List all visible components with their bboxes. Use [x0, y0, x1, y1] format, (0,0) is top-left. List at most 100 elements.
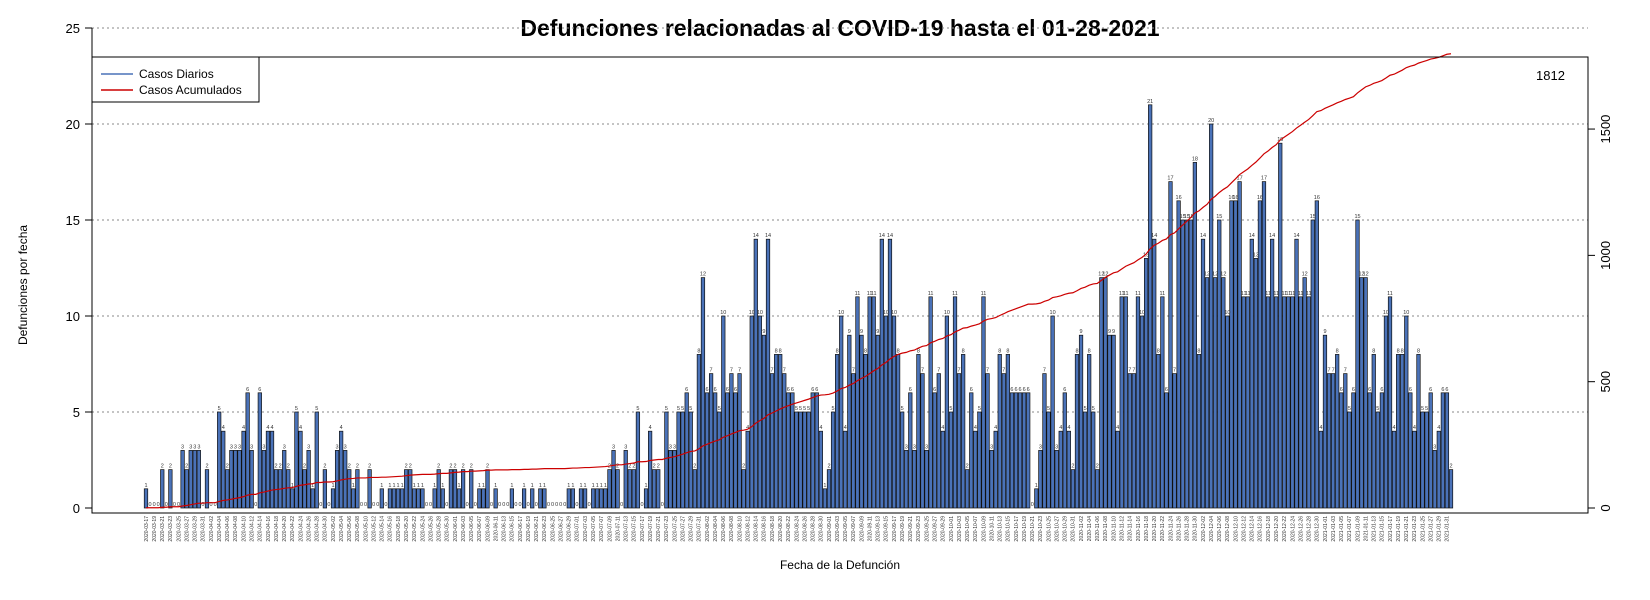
x-date-label: 2020-05-04 [339, 516, 345, 542]
bar-value-label: 7 [1328, 368, 1331, 374]
bar [1432, 450, 1437, 509]
bar [180, 450, 185, 509]
bar-value-label: 9 [1108, 329, 1111, 335]
x-date-label: 2020-10-27 [1054, 516, 1060, 542]
bar-value-label: 8 [836, 348, 839, 354]
bar [627, 469, 632, 509]
bar-value-label: 9 [1080, 329, 1083, 335]
bar [920, 373, 925, 509]
bar-value-label: 1 [482, 483, 485, 489]
bar [1229, 200, 1234, 509]
bar-value-label: 0 [425, 502, 428, 508]
x-axis-dates: 2020-03-17 2020-03-19 2020-03-21 2020-03-23… [144, 516, 1451, 542]
bar [1408, 392, 1413, 509]
bar-value-label: 7 [937, 368, 940, 374]
bar-value-label: 5 [795, 406, 798, 412]
x-date-label: 2020-08-08 [729, 516, 735, 542]
bar-value-label: 5 [1348, 406, 1351, 412]
x-date-label: 2020-07-13 [624, 516, 630, 542]
bar-value-label: 3 [1055, 444, 1058, 450]
bar [643, 488, 649, 509]
x-date-label: 2021-01-05 [1339, 516, 1345, 542]
bar-value-label: 5 [1376, 406, 1379, 412]
x-date-label: 2020-12-18 [1266, 516, 1272, 542]
bar [916, 354, 921, 509]
bar-value-label: 1 [567, 483, 570, 489]
bar [456, 488, 462, 509]
bar [391, 488, 397, 509]
bar [1314, 200, 1319, 509]
bar-value-label: 3 [1039, 444, 1042, 450]
bar [969, 392, 974, 509]
y-tick-label: 25 [66, 21, 80, 36]
bar-value-label: 16 [1232, 195, 1238, 201]
bar-value-label: 10 [749, 310, 755, 316]
bar [761, 334, 767, 509]
bar-value-label: 2 [453, 464, 456, 470]
bar [1176, 200, 1181, 509]
bar-value-label: 6 [970, 387, 973, 393]
x-date-label: 2020-03-29 [193, 516, 199, 542]
x-date-label: 2020-07-15 [632, 516, 638, 542]
bar-value-label: 8 [1157, 348, 1160, 354]
bar [509, 488, 514, 509]
bar [245, 392, 250, 509]
bar [1326, 373, 1332, 509]
bar [1095, 469, 1100, 509]
bar [570, 488, 575, 509]
x-date-label: 2020-09-11 [867, 516, 873, 541]
bar-value-label: 6 [1023, 387, 1026, 393]
x-date-label: 2020-10-25 [1046, 516, 1052, 542]
bar [924, 450, 929, 509]
bar [351, 488, 356, 509]
bar-value-label: 2 [275, 464, 278, 470]
bar [261, 450, 266, 509]
x-date-label: 2020-04-10 [241, 516, 247, 542]
bar-value-label: 10 [838, 310, 844, 316]
bar [1310, 219, 1315, 509]
y-tick-label: 15 [66, 213, 80, 228]
bar-value-label: 8 [775, 348, 778, 354]
bar [680, 411, 685, 509]
bar-value-label: 14 [753, 233, 759, 239]
x-date-label: 2020-12-02 [1201, 516, 1207, 542]
bar [737, 373, 742, 509]
bar-value-label: 7 [1344, 368, 1347, 374]
bar-value-label: 3 [307, 444, 310, 450]
bar [839, 315, 844, 509]
bar [160, 469, 165, 509]
bar-value-label: 14 [1293, 233, 1299, 239]
bar [290, 488, 295, 509]
x-date-label: 2020-07-07 [599, 516, 605, 542]
bar [416, 488, 421, 509]
x-date-label: 2020-12-12 [1241, 516, 1247, 542]
bar-value-label: 5 [1092, 406, 1095, 412]
bar-value-label: 18 [1192, 156, 1198, 162]
bar-value-label: 8 [998, 348, 1001, 354]
bar-value-label: 11 [1135, 291, 1141, 297]
x-date-label: 2020-11-22 [1160, 516, 1166, 541]
bar [1180, 219, 1185, 509]
bar-value-label: 6 [1409, 387, 1412, 393]
bar-value-label: 3 [1433, 444, 1436, 450]
x-date-label: 2020-04-20 [282, 516, 288, 542]
bar-value-label: 6 [1010, 387, 1013, 393]
bar-value-label: 0 [327, 502, 330, 508]
bar [485, 469, 490, 509]
x-date-label: 2020-04-16 [266, 516, 272, 542]
x-date-label: 2020-06-23 [542, 516, 548, 542]
bar [806, 411, 811, 509]
bar [891, 315, 897, 509]
bar [339, 430, 344, 509]
bar [672, 450, 677, 509]
bar-value-label: 14 [1151, 233, 1157, 239]
bar-value-label: 6 [1340, 387, 1343, 393]
bar-value-label: 6 [1165, 387, 1168, 393]
x-date-label: 2020-12-22 [1282, 516, 1288, 542]
bar-value-label: 11 [952, 291, 958, 297]
x-date-label: 2020-04-28 [315, 516, 321, 542]
bar [1209, 123, 1214, 509]
bar [611, 450, 616, 509]
x-date-label: 2020-08-06 [721, 516, 727, 542]
x-date-label: 2020-05-06 [347, 516, 353, 542]
